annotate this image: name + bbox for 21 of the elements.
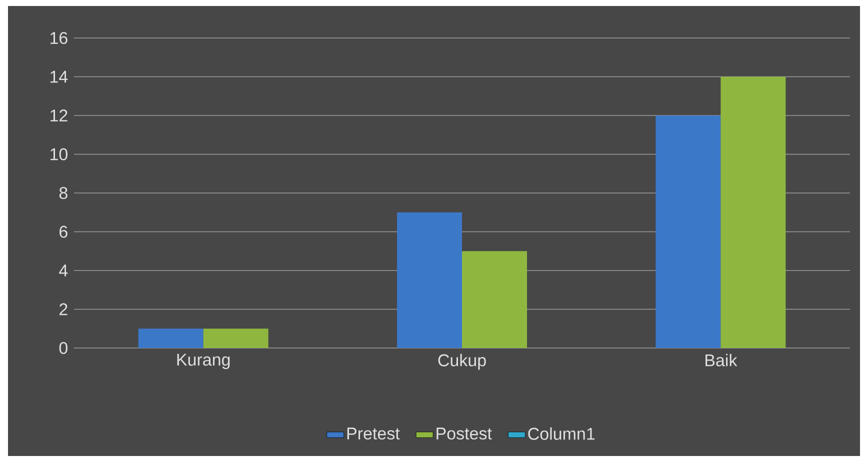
bar	[462, 251, 528, 348]
bar	[138, 328, 204, 348]
x-tick-label: Cukup	[438, 354, 486, 370]
x-tick-label: Kurang	[177, 354, 230, 370]
bar	[203, 328, 268, 348]
x-tick-label: Baik	[706, 354, 738, 366]
legend-label: Column1	[528, 427, 595, 440]
y-tick-label: 16	[50, 32, 68, 44]
y-tick-label: 2	[60, 303, 68, 316]
bar	[656, 115, 721, 348]
legend-label: Pretest	[347, 428, 400, 440]
y-tick-label: 10	[50, 148, 68, 160]
legend-label: Postest	[436, 428, 492, 440]
y-tick-label: 12	[50, 110, 68, 122]
y-tick-label: 4	[59, 264, 68, 276]
bar	[720, 76, 786, 348]
y-tick-label: 6	[60, 226, 68, 238]
bar	[397, 212, 462, 348]
y-tick-label: 8	[59, 186, 68, 200]
y-tick-label: 14	[50, 70, 68, 83]
y-tick-label: 0	[59, 342, 68, 354]
